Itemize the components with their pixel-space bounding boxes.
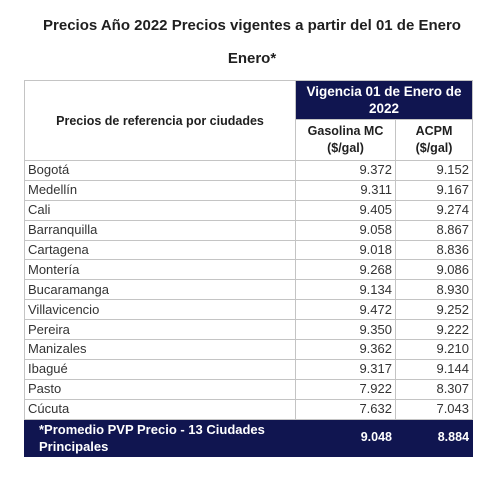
city-cell: Cali <box>24 199 296 221</box>
acpm-column-header: ACPM ($/gal) <box>394 119 474 161</box>
table-row: Barranquilla 9.058 8.867 <box>24 219 474 241</box>
table-body: Bogotá 9.372 9.152 Medellín 9.311 9.167 Cali 9.… <box>24 160 474 420</box>
acpm-cell: 9.086 <box>394 259 474 281</box>
city-cell: Pasto <box>24 378 296 400</box>
city-cell: Ibagué <box>24 358 296 380</box>
table-row: Cartagena 9.018 8.836 <box>24 239 474 261</box>
acpm-cell: 9.144 <box>394 358 474 380</box>
city-cell: Pereira <box>24 319 296 341</box>
average-acpm: 8.884 <box>394 418 474 457</box>
vigencia-group-header: Vigencia 01 de Enero de 2022 <box>294 79 474 121</box>
city-cell: Barranquilla <box>24 219 296 241</box>
acpm-cell: 9.152 <box>394 160 474 181</box>
average-label: *Promedio PVP Precio - 13 Ciudades Princ… <box>24 418 296 457</box>
table-row: Cali 9.405 9.274 <box>24 199 474 221</box>
city-cell: Medellín <box>24 179 296 201</box>
gasolina-cell: 9.134 <box>295 279 396 301</box>
table-row: Bogotá 9.372 9.152 <box>24 160 474 181</box>
table-row: Ibagué 9.317 9.144 <box>24 358 474 380</box>
table-row: Bucaramanga 9.134 8.930 <box>24 279 474 301</box>
average-gasolina: 9.048 <box>295 418 396 457</box>
gasolina-cell: 9.362 <box>295 339 396 360</box>
gasolina-cell: 9.058 <box>295 219 396 241</box>
acpm-cell: 9.274 <box>394 199 474 221</box>
acpm-cell: 8.930 <box>394 279 474 301</box>
acpm-cell: 9.222 <box>394 319 474 341</box>
gasolina-cell: 9.372 <box>295 160 396 181</box>
acpm-cell: 9.252 <box>394 299 474 321</box>
city-cell: Bogotá <box>24 160 296 181</box>
gasolina-cell: 9.268 <box>295 259 396 281</box>
city-cell: Manizales <box>24 339 296 360</box>
city-cell: Cartagena <box>24 239 296 261</box>
acpm-cell: 9.167 <box>394 179 474 201</box>
acpm-cell: 9.210 <box>394 339 474 360</box>
acpm-cell: 7.043 <box>394 398 474 420</box>
gasolina-cell: 9.405 <box>295 199 396 221</box>
city-cell: Bucaramanga <box>24 279 296 301</box>
average-row: *Promedio PVP Precio - 13 Ciudades Princ… <box>24 418 474 457</box>
gasolina-cell: 9.018 <box>295 239 396 261</box>
table-row: Medellín 9.311 9.167 <box>24 179 474 201</box>
gasolina-cell: 9.317 <box>295 358 396 380</box>
table-row: Pereira 9.350 9.222 <box>24 319 474 341</box>
gasolina-cell: 7.922 <box>295 378 396 400</box>
table-row: Villavicencio 9.472 9.252 <box>24 299 474 321</box>
table-row: Cúcuta 7.632 7.043 <box>24 398 474 420</box>
acpm-cell: 8.867 <box>394 219 474 241</box>
acpm-cell: 8.836 <box>394 239 474 261</box>
city-cell: Montería <box>24 259 296 281</box>
city-cell: Villavicencio <box>24 299 296 321</box>
gasolina-column-header: Gasolina MC ($/gal) <box>295 119 396 161</box>
acpm-cell: 8.307 <box>394 378 474 400</box>
page-title-continuation: Enero* <box>227 50 277 67</box>
fuel-price-table: Precios de referencia por ciudades Vigen… <box>24 79 474 457</box>
gasolina-cell: 9.311 <box>295 179 396 201</box>
gasolina-cell: 7.632 <box>295 398 396 420</box>
gasolina-cell: 9.472 <box>295 299 396 321</box>
gasolina-cell: 9.350 <box>295 319 396 341</box>
table-row: Montería 9.268 9.086 <box>24 259 474 281</box>
city-column-header: Precios de referencia por ciudades <box>24 80 296 161</box>
table-row: Manizales 9.362 9.210 <box>24 339 474 360</box>
table-row: Pasto 7.922 8.307 <box>24 378 474 400</box>
city-cell: Cúcuta <box>24 398 296 420</box>
page-title: Precios Año 2022 Precios vigentes a part… <box>43 17 461 34</box>
